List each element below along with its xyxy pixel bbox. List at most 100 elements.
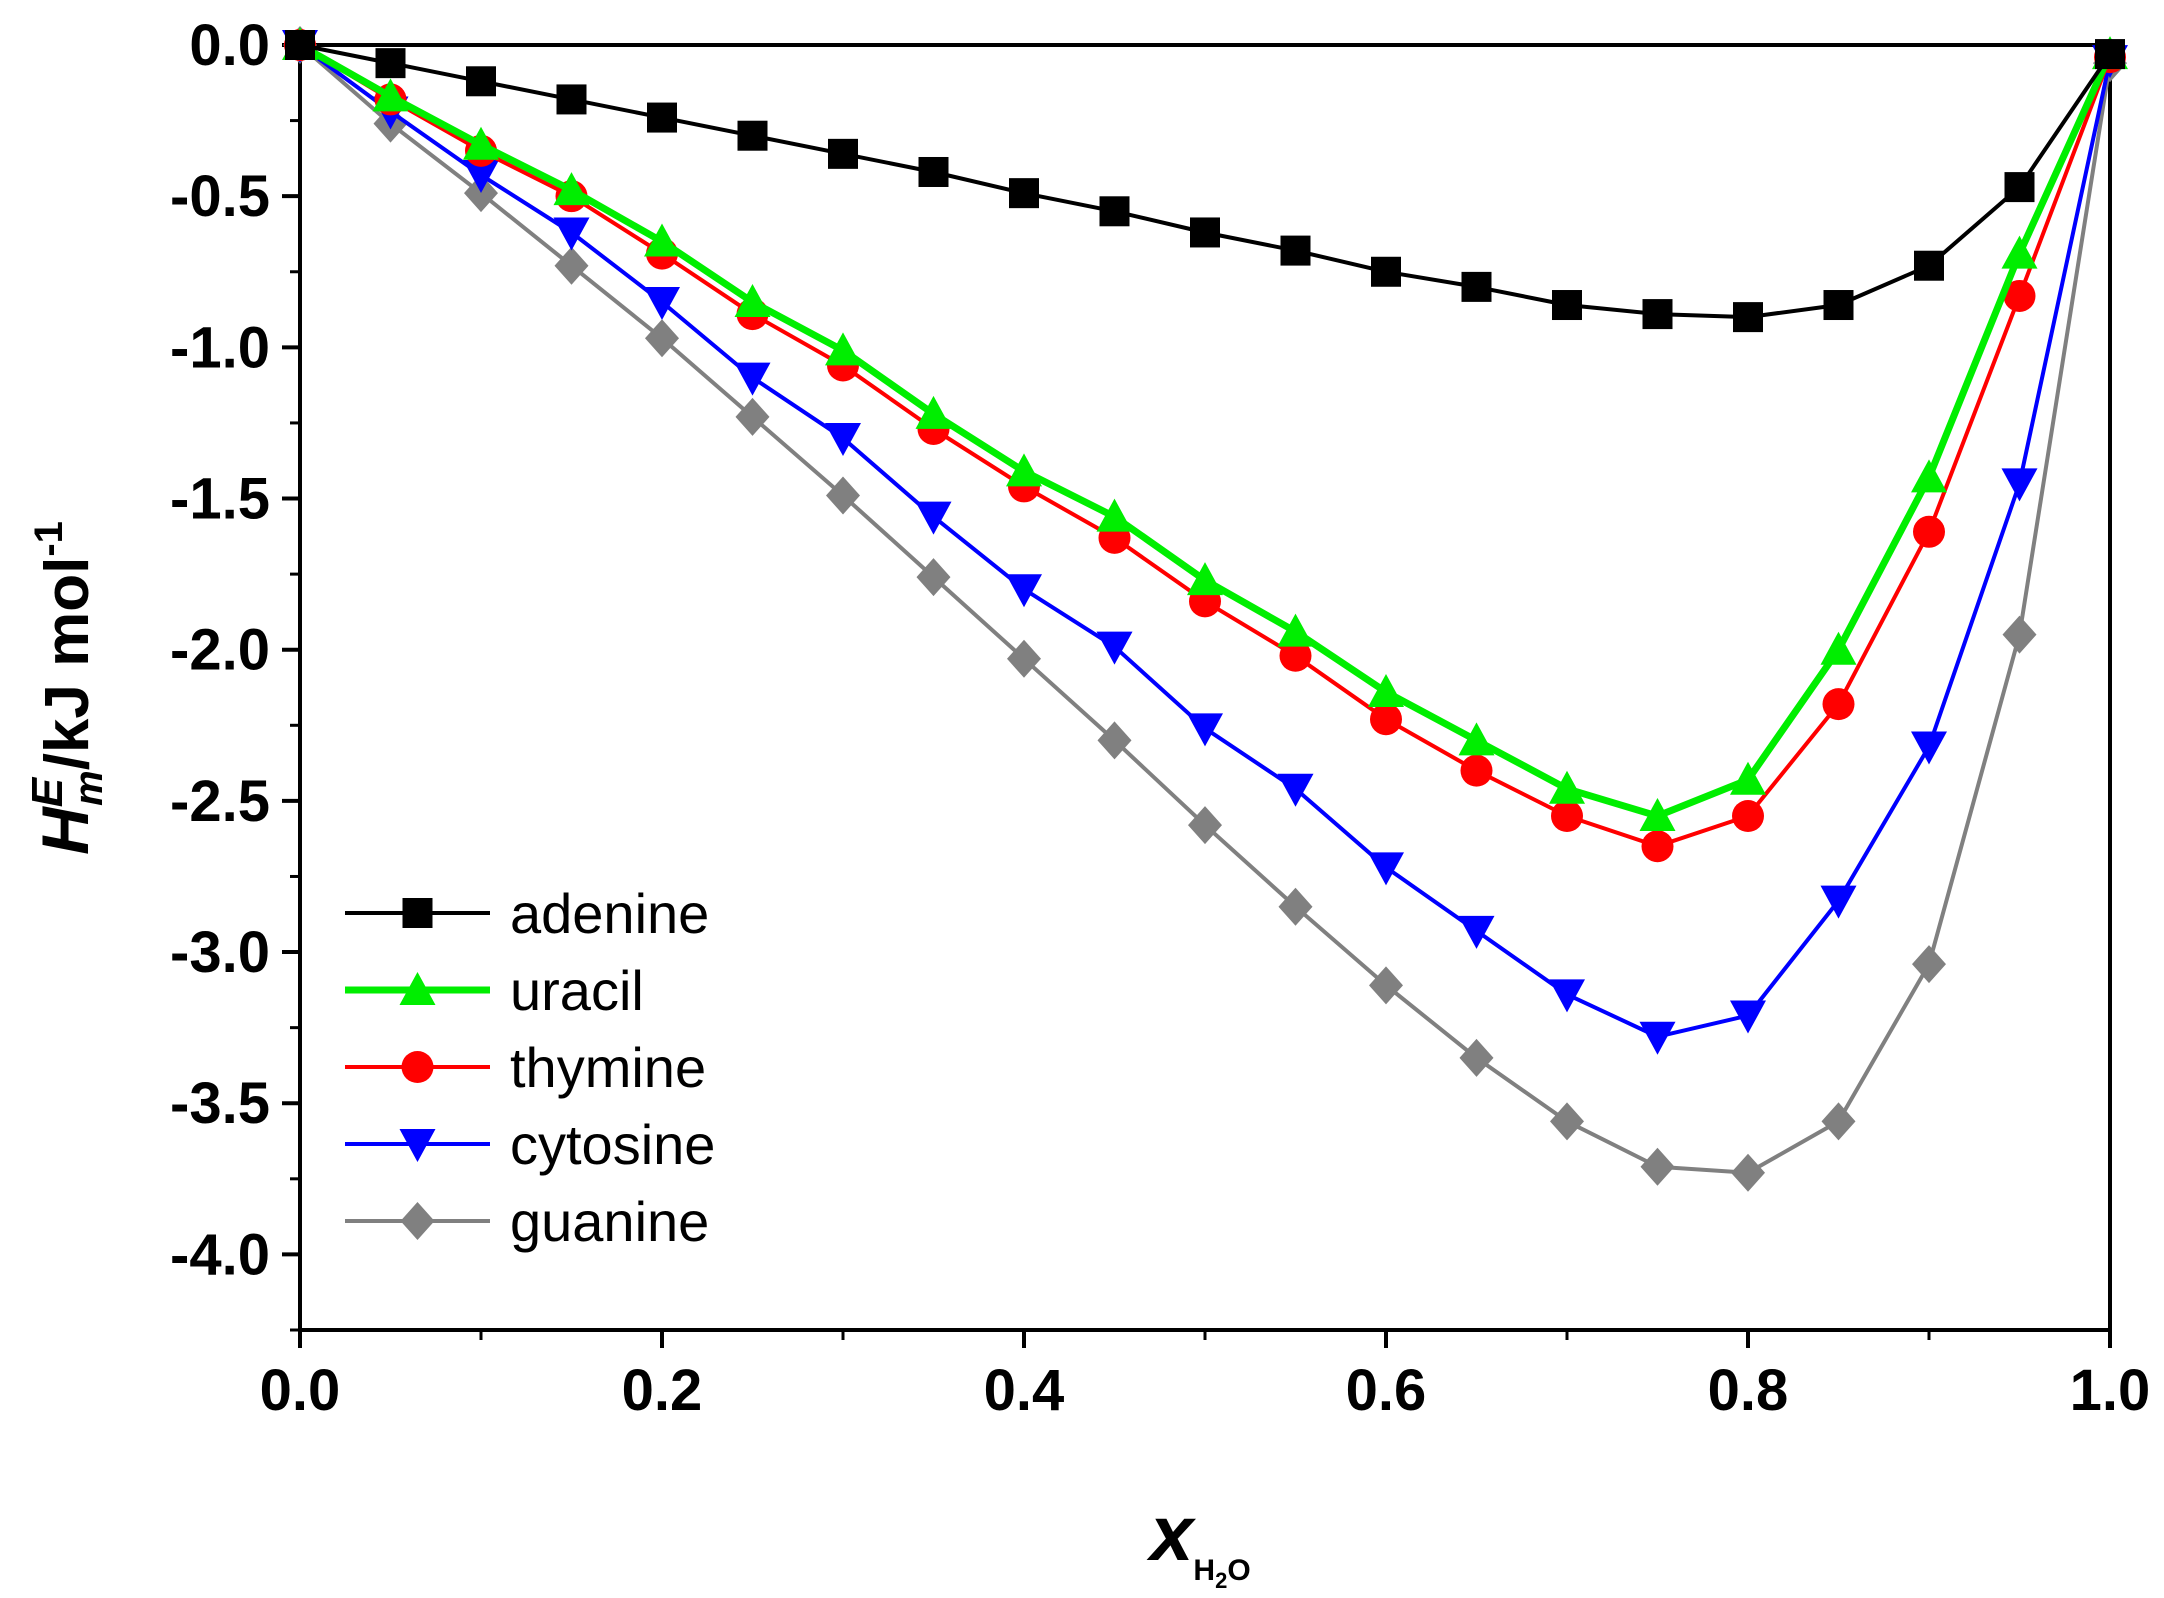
tick-labels: 0.0 0.2 0.4 0.6 0.8 1.0 0.0 -0.5 -1.0 -1.5 -2.0 -2.…: [170, 13, 2150, 1423]
data-point-adenine: [918, 156, 949, 187]
y-tick-label: -1.0: [170, 315, 270, 380]
legend-label: cytosine: [510, 1113, 715, 1176]
data-point-uracil: [1458, 722, 1495, 756]
data-point-guanine: [1007, 639, 1041, 678]
data-point-guanine: [2002, 615, 2037, 654]
data-point-guanine: [1640, 1147, 1675, 1186]
y-axis-title-sup: E: [23, 776, 72, 807]
legend-item-cytosine: cytosine: [345, 1113, 715, 1176]
x-axis-title-sub3: O: [1227, 1554, 1250, 1587]
y-axis-title: HEm/kJ mol-1: [23, 521, 111, 855]
data-point-uracil: [1277, 613, 1314, 647]
y-tick-label: -0.5: [170, 164, 270, 229]
data-point-cytosine: [734, 362, 771, 396]
data-point-cytosine: [1639, 1021, 1676, 1055]
data-point-uracil: [1187, 562, 1223, 596]
data-point-adenine: [1371, 256, 1401, 287]
legend-item-uracil: uracil: [345, 959, 644, 1022]
data-point-guanine: [1369, 966, 1403, 1005]
series-guanine: [283, 26, 2127, 1192]
data-point-cytosine: [1096, 631, 1133, 665]
data-point-adenine: [737, 120, 768, 151]
data-point-guanine: [1731, 1153, 1765, 1192]
data-point-guanine: [916, 558, 951, 597]
y-tick-label: -2.5: [170, 769, 270, 834]
data-point-adenine: [285, 30, 315, 60]
x-axis-title-sub2: 2: [1215, 1568, 1227, 1593]
data-point-cytosine: [1820, 885, 1857, 919]
data-point-adenine: [1914, 250, 1944, 281]
series-layer: [282, 26, 2128, 1192]
data-point-cytosine: [644, 287, 680, 320]
x-axis-title: xH2O: [1146, 1489, 1251, 1593]
data-point-guanine: [1097, 721, 1132, 760]
legend-label: uracil: [510, 959, 644, 1022]
x-tick-label: 0.8: [1708, 1358, 1789, 1423]
data-point-guanine: [1188, 806, 1222, 845]
data-point-thymine: [1641, 830, 1674, 863]
data-point-cytosine: [2001, 468, 2038, 502]
x-axis-title-sub1: H: [1193, 1554, 1215, 1587]
data-point-cytosine: [1277, 773, 1314, 807]
data-point-adenine: [1099, 196, 1130, 227]
x-tick-label: 0.0: [260, 1358, 341, 1423]
x-tick-label: 0.6: [1346, 1358, 1427, 1423]
data-point-cytosine: [1911, 731, 1947, 765]
data-point-uracil: [734, 284, 771, 317]
data-point-thymine: [1370, 703, 1402, 736]
data-point-thymine: [1460, 754, 1493, 787]
data-point-adenine: [1823, 290, 1854, 321]
data-point-cytosine: [1458, 915, 1495, 949]
y-axis-title-main: H: [28, 806, 102, 855]
data-point-cytosine: [1187, 713, 1223, 747]
data-point-guanine: [735, 397, 770, 436]
data-point-uracil: [553, 172, 590, 206]
data-point-uracil: [463, 126, 499, 160]
y-tick-label: -3.0: [170, 920, 270, 985]
data-point-guanine: [464, 174, 498, 213]
legend-marker: [400, 1202, 435, 1240]
data-point-guanine: [645, 319, 679, 358]
x-tick-label: 0.4: [984, 1358, 1065, 1423]
data-point-cytosine: [463, 160, 499, 194]
x-tick-label: 1.0: [2070, 1358, 2151, 1423]
data-point-adenine: [1733, 302, 1763, 333]
data-point-guanine: [826, 476, 860, 515]
data-point-guanine: [1278, 887, 1313, 926]
data-point-adenine: [647, 102, 677, 133]
x-tick-label: 0.2: [622, 1358, 703, 1423]
data-point-thymine: [1732, 800, 1764, 832]
data-point-uracil: [2001, 235, 2038, 269]
data-point-guanine: [1459, 1038, 1494, 1077]
data-point-adenine: [1009, 178, 1039, 209]
data-point-thymine: [1822, 688, 1855, 721]
data-point-uracil: [1820, 631, 1857, 665]
y-tick-label: 0.0: [189, 13, 270, 78]
data-point-uracil: [1639, 798, 1676, 831]
data-point-uracil: [1911, 459, 1947, 493]
legend-marker: [399, 1129, 436, 1162]
data-point-uracil: [1549, 770, 1585, 804]
data-point-cytosine: [915, 501, 952, 535]
data-point-cytosine: [1730, 1000, 1766, 1034]
legend: adenine uracil thymine cytosine guanine: [345, 882, 715, 1253]
data-point-cytosine: [1368, 852, 1404, 886]
data-point-adenine: [375, 48, 406, 79]
legend-label: adenine: [510, 882, 709, 945]
legend-label: thymine: [510, 1036, 706, 1099]
legend-item-thymine: thymine: [345, 1036, 706, 1099]
data-point-thymine: [2003, 279, 2036, 312]
data-point-adenine: [1280, 235, 1311, 266]
series-adenine: [285, 30, 2125, 333]
y-tick-label: -3.5: [170, 1071, 270, 1136]
legend-item-adenine: adenine: [345, 882, 709, 945]
data-point-thymine: [1913, 515, 1945, 548]
data-point-uracil: [1368, 674, 1404, 708]
data-point-thymine: [1279, 639, 1312, 672]
legend-label: guanine: [510, 1190, 709, 1253]
data-point-cytosine: [1549, 979, 1585, 1013]
y-axis-title-unit-exp: -1: [27, 521, 71, 557]
data-point-guanine: [1550, 1102, 1584, 1141]
data-point-uracil: [1096, 498, 1133, 532]
y-axis-title-rest: /kJ mol: [33, 557, 102, 771]
